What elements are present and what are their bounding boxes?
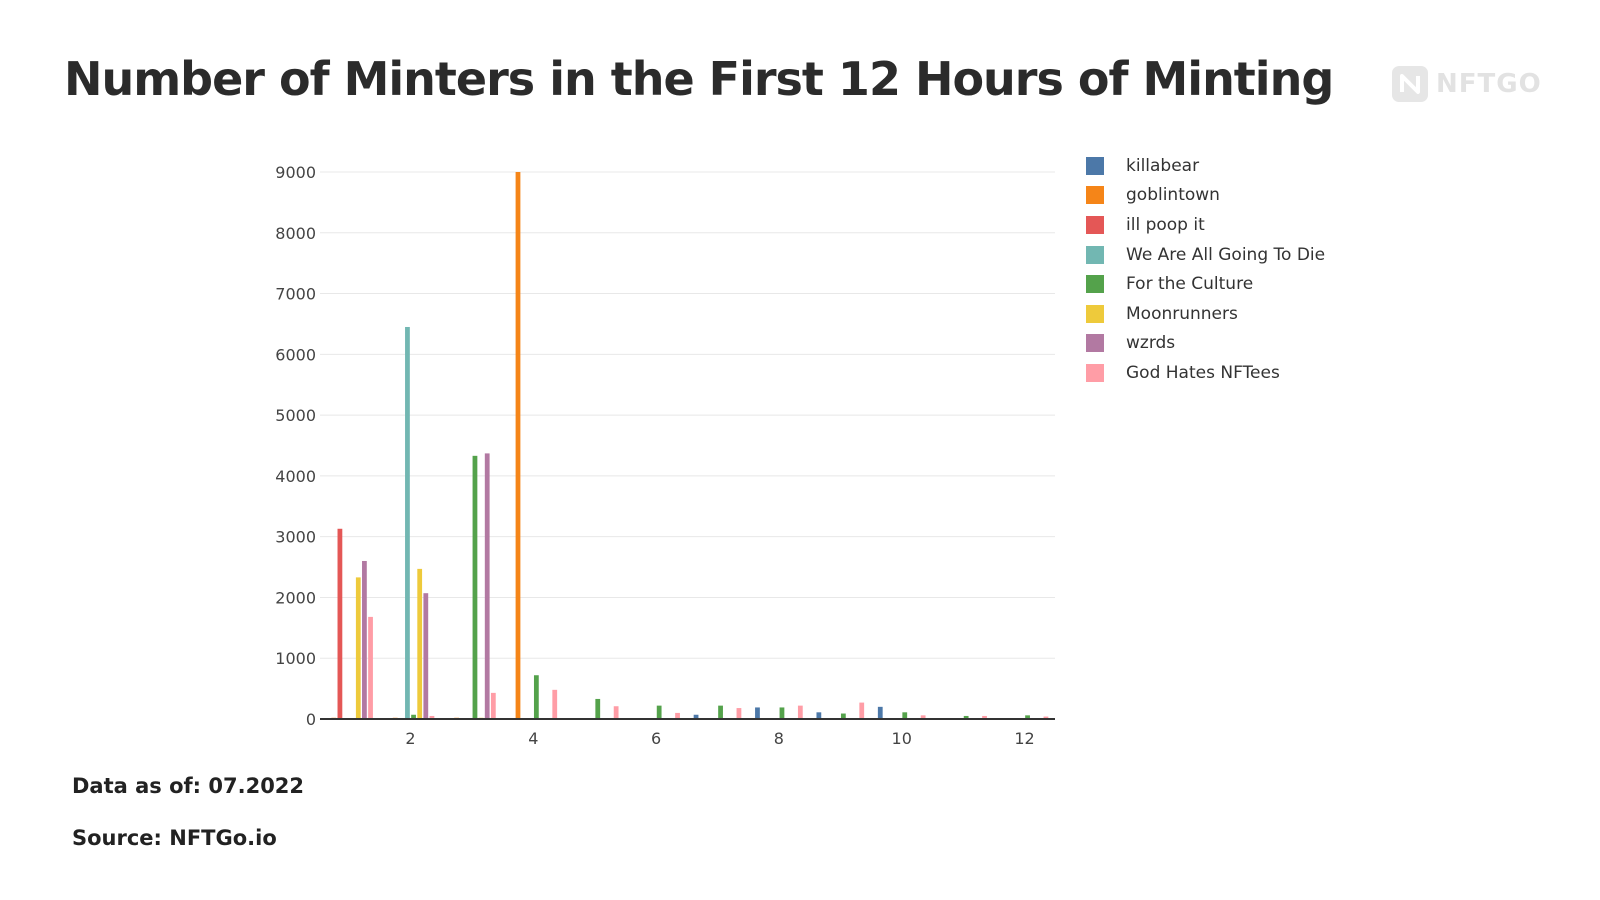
legend-label: For the Culture xyxy=(1126,274,1254,295)
bar-for-the-culture xyxy=(533,675,539,719)
bar-god-hates-nftees xyxy=(429,715,435,719)
logo-text: NFTGO xyxy=(1436,69,1542,99)
x-tick-label: 12 xyxy=(1014,729,1034,748)
legend-label: We Are All Going To Die xyxy=(1126,244,1326,265)
bar-god-hates-nftees xyxy=(368,616,373,719)
page-title: Number of Minters in the First 12 Hours … xyxy=(64,52,1334,106)
y-tick-label: 9000 xyxy=(275,163,316,182)
bar-god-hates-nftees xyxy=(613,706,619,719)
bar-wzrds xyxy=(484,453,490,719)
bar-god-hates-nftees xyxy=(859,702,865,719)
bar-god-hates-nftees xyxy=(552,689,558,719)
data-as-of-note: Data as of: 07.2022 xyxy=(72,774,305,798)
legend-item[interactable]: killabear xyxy=(1086,151,1325,181)
legend: killabear goblintown ill poop it We Are All… xyxy=(1086,151,1325,388)
x-tick-label: 4 xyxy=(528,729,538,748)
bar-for-the-culture xyxy=(902,712,908,719)
bar-god-hates-nftees xyxy=(736,708,742,719)
legend-label: wzrds xyxy=(1126,333,1176,354)
bar-goblintown xyxy=(515,172,521,719)
legend-label: killabear xyxy=(1126,155,1200,176)
legend-swatch xyxy=(1086,304,1104,323)
y-tick-label: 0 xyxy=(306,710,316,729)
x-tick-label: 10 xyxy=(892,729,912,748)
bar-for-the-culture xyxy=(1025,715,1030,719)
bar-for-the-culture xyxy=(656,705,662,719)
legend-item[interactable]: For the Culture xyxy=(1086,269,1325,299)
bar-for-the-culture xyxy=(779,707,785,719)
legend-label: Moonrunners xyxy=(1126,303,1238,324)
bar-for-the-culture xyxy=(472,455,478,719)
y-tick-label: 6000 xyxy=(275,345,316,364)
bar-ill-poop-it xyxy=(337,528,343,719)
legend-label: goblintown xyxy=(1126,185,1220,206)
bar-killabear xyxy=(816,712,822,719)
legend-item[interactable]: ill poop it xyxy=(1086,210,1325,240)
bar-god-hates-nftees xyxy=(675,712,680,719)
bar-killabear xyxy=(693,714,699,719)
bar-moonrunners xyxy=(355,577,361,719)
y-tick-label: 2000 xyxy=(275,588,316,607)
y-tick-label: 8000 xyxy=(275,224,316,243)
bar-for-the-culture xyxy=(840,713,846,719)
nftgo-logo-icon xyxy=(1392,66,1428,102)
x-tick-label: 2 xyxy=(405,729,415,748)
bar-moonrunners xyxy=(417,568,423,719)
bar-god-hates-nftees xyxy=(982,715,987,719)
legend-swatch xyxy=(1086,275,1104,294)
legend-label: God Hates NFTees xyxy=(1126,362,1280,383)
bar-for-the-culture xyxy=(595,698,601,719)
legend-label: ill poop it xyxy=(1126,214,1205,235)
y-tick-label: 7000 xyxy=(275,285,316,304)
legend-swatch xyxy=(1086,334,1104,353)
bars xyxy=(325,172,1049,719)
legend-swatch xyxy=(1086,363,1104,382)
legend-swatch xyxy=(1086,215,1104,234)
bar-killabear xyxy=(755,707,760,719)
bar-we-are-all-going-to-die xyxy=(405,326,410,719)
legend-item[interactable]: Moonrunners xyxy=(1086,299,1325,329)
bar-for-the-culture xyxy=(963,715,969,719)
legend-item[interactable]: We Are All Going To Die xyxy=(1086,240,1325,270)
y-tick-label: 1000 xyxy=(275,649,316,668)
bar-god-hates-nftees xyxy=(490,692,496,719)
bar-wzrds xyxy=(362,560,367,719)
legend-swatch xyxy=(1086,156,1104,175)
bar-god-hates-nftees xyxy=(1043,716,1049,719)
bar-god-hates-nftees xyxy=(797,705,803,719)
legend-swatch xyxy=(1086,186,1104,205)
legend-item[interactable]: wzrds xyxy=(1086,329,1325,359)
bar-killabear xyxy=(877,706,883,719)
legend-swatch xyxy=(1086,245,1104,264)
y-tick-label: 5000 xyxy=(275,406,316,425)
y-tick-label: 4000 xyxy=(275,467,316,486)
gridlines xyxy=(320,171,1055,659)
bar-for-the-culture xyxy=(411,714,416,719)
bar-wzrds xyxy=(423,593,429,719)
legend-item[interactable]: God Hates NFTees xyxy=(1086,358,1325,388)
bar-god-hates-nftees xyxy=(920,715,926,719)
source-note: Source: NFTGo.io xyxy=(72,826,277,850)
x-tick-label: 6 xyxy=(651,729,661,748)
nftgo-logo: NFTGO xyxy=(1392,66,1542,102)
y-tick-label: 3000 xyxy=(275,528,316,547)
axes: 0 1000 2000 3000 4000 5000 6000 7000 8000 9000 2 4 6… xyxy=(275,163,1055,748)
legend-item[interactable]: goblintown xyxy=(1086,181,1325,211)
x-tick-label: 8 xyxy=(774,729,784,748)
bar-for-the-culture xyxy=(718,705,723,719)
